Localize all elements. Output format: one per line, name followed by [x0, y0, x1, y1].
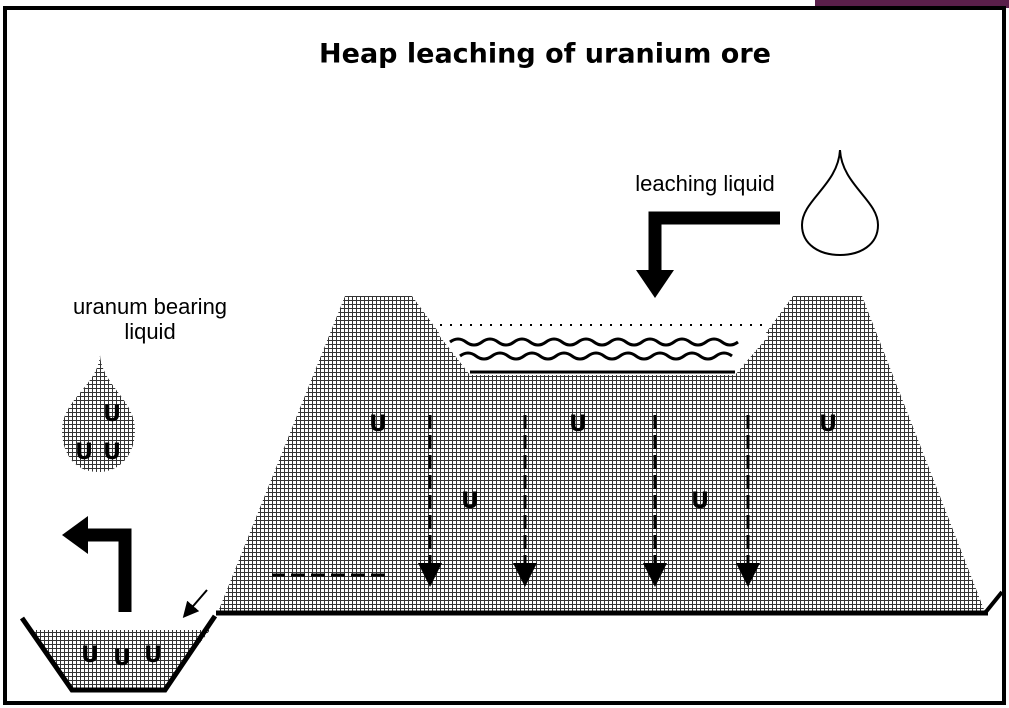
u-mark: U [81, 643, 99, 668]
flow-arrow [648, 211, 780, 275]
u-mark: U [569, 412, 587, 437]
bearing-label: uranum bearing [73, 294, 227, 319]
u-mark: U [369, 412, 387, 437]
u-mark: U [461, 489, 479, 514]
frame [3, 6, 1006, 705]
arrowhead [636, 270, 674, 298]
heap [218, 296, 985, 612]
drop [800, 149, 880, 257]
u-mark: U [75, 440, 93, 465]
corner-bar [815, 0, 1009, 8]
pool [19, 614, 218, 693]
u-mark: U [144, 643, 162, 668]
pool-liquid [30, 630, 210, 688]
drop [62, 355, 135, 472]
u-mark: U [819, 412, 837, 437]
wave [449, 337, 739, 347]
flow-arrow [85, 528, 132, 612]
u-mark: U [113, 646, 131, 671]
drain-arrow [182, 589, 208, 619]
arrowhead [62, 516, 88, 554]
ground-edge [983, 590, 1004, 615]
wave [459, 351, 733, 361]
title: Heap leaching of uranium ore [319, 39, 771, 70]
leaching-label: leaching liquid [635, 171, 774, 196]
seepage-arrows [272, 415, 760, 587]
u-mark: U [103, 402, 121, 427]
u-mark: U [103, 440, 121, 465]
u-mark: U [691, 489, 709, 514]
bearing-label: liquid [124, 319, 175, 344]
